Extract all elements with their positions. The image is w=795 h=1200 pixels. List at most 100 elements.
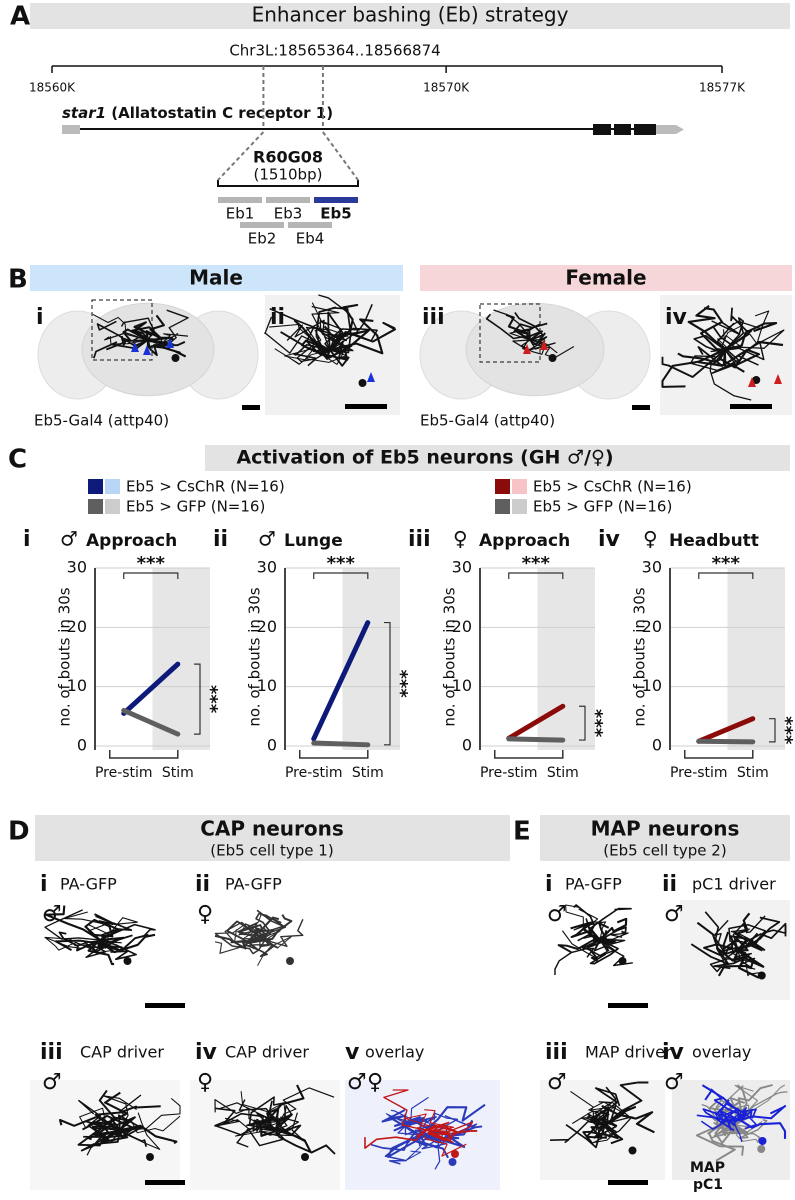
chart-title: Approach [479, 531, 570, 551]
chart-title: Headbutt [669, 531, 759, 551]
charts: Eb5 > CsChR (N=16) Eb5 > GFP (N=16) Eb5 > … [23, 478, 795, 782]
neurite [74, 939, 122, 947]
neurite [147, 339, 186, 357]
neurite [661, 349, 726, 378]
y-tick-label: 0 [462, 736, 472, 755]
neurite [728, 932, 766, 951]
neurite [593, 939, 633, 967]
subpanel-numeral: iii [545, 1040, 568, 1065]
y-tick-label: 30 [642, 558, 662, 577]
neurite [713, 949, 745, 970]
neurite [58, 931, 101, 952]
sex-symbol: ♀ [367, 1070, 383, 1095]
subpanel-label: pC1 driver [692, 875, 776, 894]
neurite [384, 1134, 421, 1165]
neurite [274, 1129, 336, 1155]
neurite [710, 329, 785, 353]
scale-bar [242, 405, 260, 410]
y-tick-label: 30 [257, 558, 277, 577]
exon [634, 124, 656, 135]
panel-letter: B [8, 265, 28, 295]
neurite [709, 949, 739, 973]
neurite [687, 305, 726, 351]
legend-swatch [105, 479, 120, 494]
sex-symbol: ♂ [42, 1070, 62, 1095]
neurite [604, 1081, 649, 1126]
neurite [424, 1109, 455, 1131]
neurite [661, 349, 726, 388]
neurite [424, 1129, 451, 1142]
soma [146, 1153, 154, 1161]
neurite [80, 1129, 121, 1152]
y-axis-label: no. of bouts in 30s [56, 587, 74, 726]
subpanel-numeral: i [40, 872, 48, 897]
neurite [586, 939, 616, 958]
subpanel-numeral: ii [270, 305, 285, 330]
fragment-bar [314, 197, 358, 203]
subpanel-label: CAP driver [225, 1043, 309, 1062]
scale-label: 18577K [699, 81, 746, 95]
fragment-bar [218, 197, 262, 203]
scale-bar [632, 405, 650, 410]
subpanel-numeral: i [36, 305, 44, 330]
arrowhead [367, 372, 375, 382]
neurite [599, 917, 628, 941]
fragment-bar [240, 222, 284, 228]
neurite [677, 349, 726, 364]
neurite [383, 1089, 426, 1131]
x-tick-label: Stim [352, 765, 384, 781]
legend-label: Eb5 > CsChR (N=16) [533, 478, 692, 496]
neurite [724, 322, 778, 352]
soma [548, 354, 557, 362]
neurite [274, 348, 331, 365]
neurite [105, 336, 149, 351]
gene-name: star1 [62, 104, 106, 122]
subpanel-label: PA-GFP [225, 875, 282, 894]
exon [593, 124, 611, 135]
panel-subtitle: (Eb5 cell type 1) [210, 842, 333, 860]
subpanel-label: overlay [365, 1043, 424, 1062]
region-label: Chr3L:18565364..18566874 [229, 42, 440, 60]
mean-line [311, 620, 371, 742]
subpanel-numeral: iv [665, 305, 688, 330]
sex-symbol: ♂ [347, 1070, 367, 1095]
neurite [424, 1121, 474, 1139]
panel-title: Enhancer bashing (Eb) strategy [252, 3, 569, 27]
panel-letter: C [8, 445, 27, 475]
neurite [703, 933, 740, 957]
subpanel-numeral: ii [195, 872, 210, 897]
neurite [274, 1087, 335, 1131]
male-bar [30, 265, 403, 291]
neurite [255, 912, 282, 941]
legend-swatch [88, 479, 103, 494]
x-tick-label: Pre-stim [480, 765, 538, 781]
mean-line [121, 661, 181, 716]
x-bracket [109, 750, 179, 759]
neurite [581, 939, 601, 963]
neurite [74, 939, 113, 954]
subpanel-label: MAP driver [585, 1043, 672, 1062]
neurite [732, 1107, 748, 1143]
scale-bar [145, 1003, 185, 1008]
arrowhead [774, 374, 782, 384]
subpanel-label: PA-GFP [565, 875, 622, 894]
neurite [724, 341, 765, 366]
legend-swatch [512, 479, 527, 494]
neurite [97, 933, 149, 953]
neurite [92, 313, 149, 341]
mean-line [121, 707, 181, 737]
neurite [722, 348, 761, 373]
neurite [713, 919, 739, 961]
neurite [92, 339, 149, 359]
significance: *** [712, 553, 741, 574]
soma [757, 1145, 766, 1153]
neurite [587, 1112, 633, 1138]
panel-title: MAP neurons [591, 817, 740, 841]
neurite [236, 939, 279, 949]
neurite [419, 1112, 459, 1136]
fragment-bar [266, 197, 310, 203]
subpanel-numeral: ii [213, 527, 228, 552]
neurite [131, 326, 163, 341]
neurite [419, 1103, 486, 1136]
sex-symbol: ♂ [547, 902, 567, 927]
